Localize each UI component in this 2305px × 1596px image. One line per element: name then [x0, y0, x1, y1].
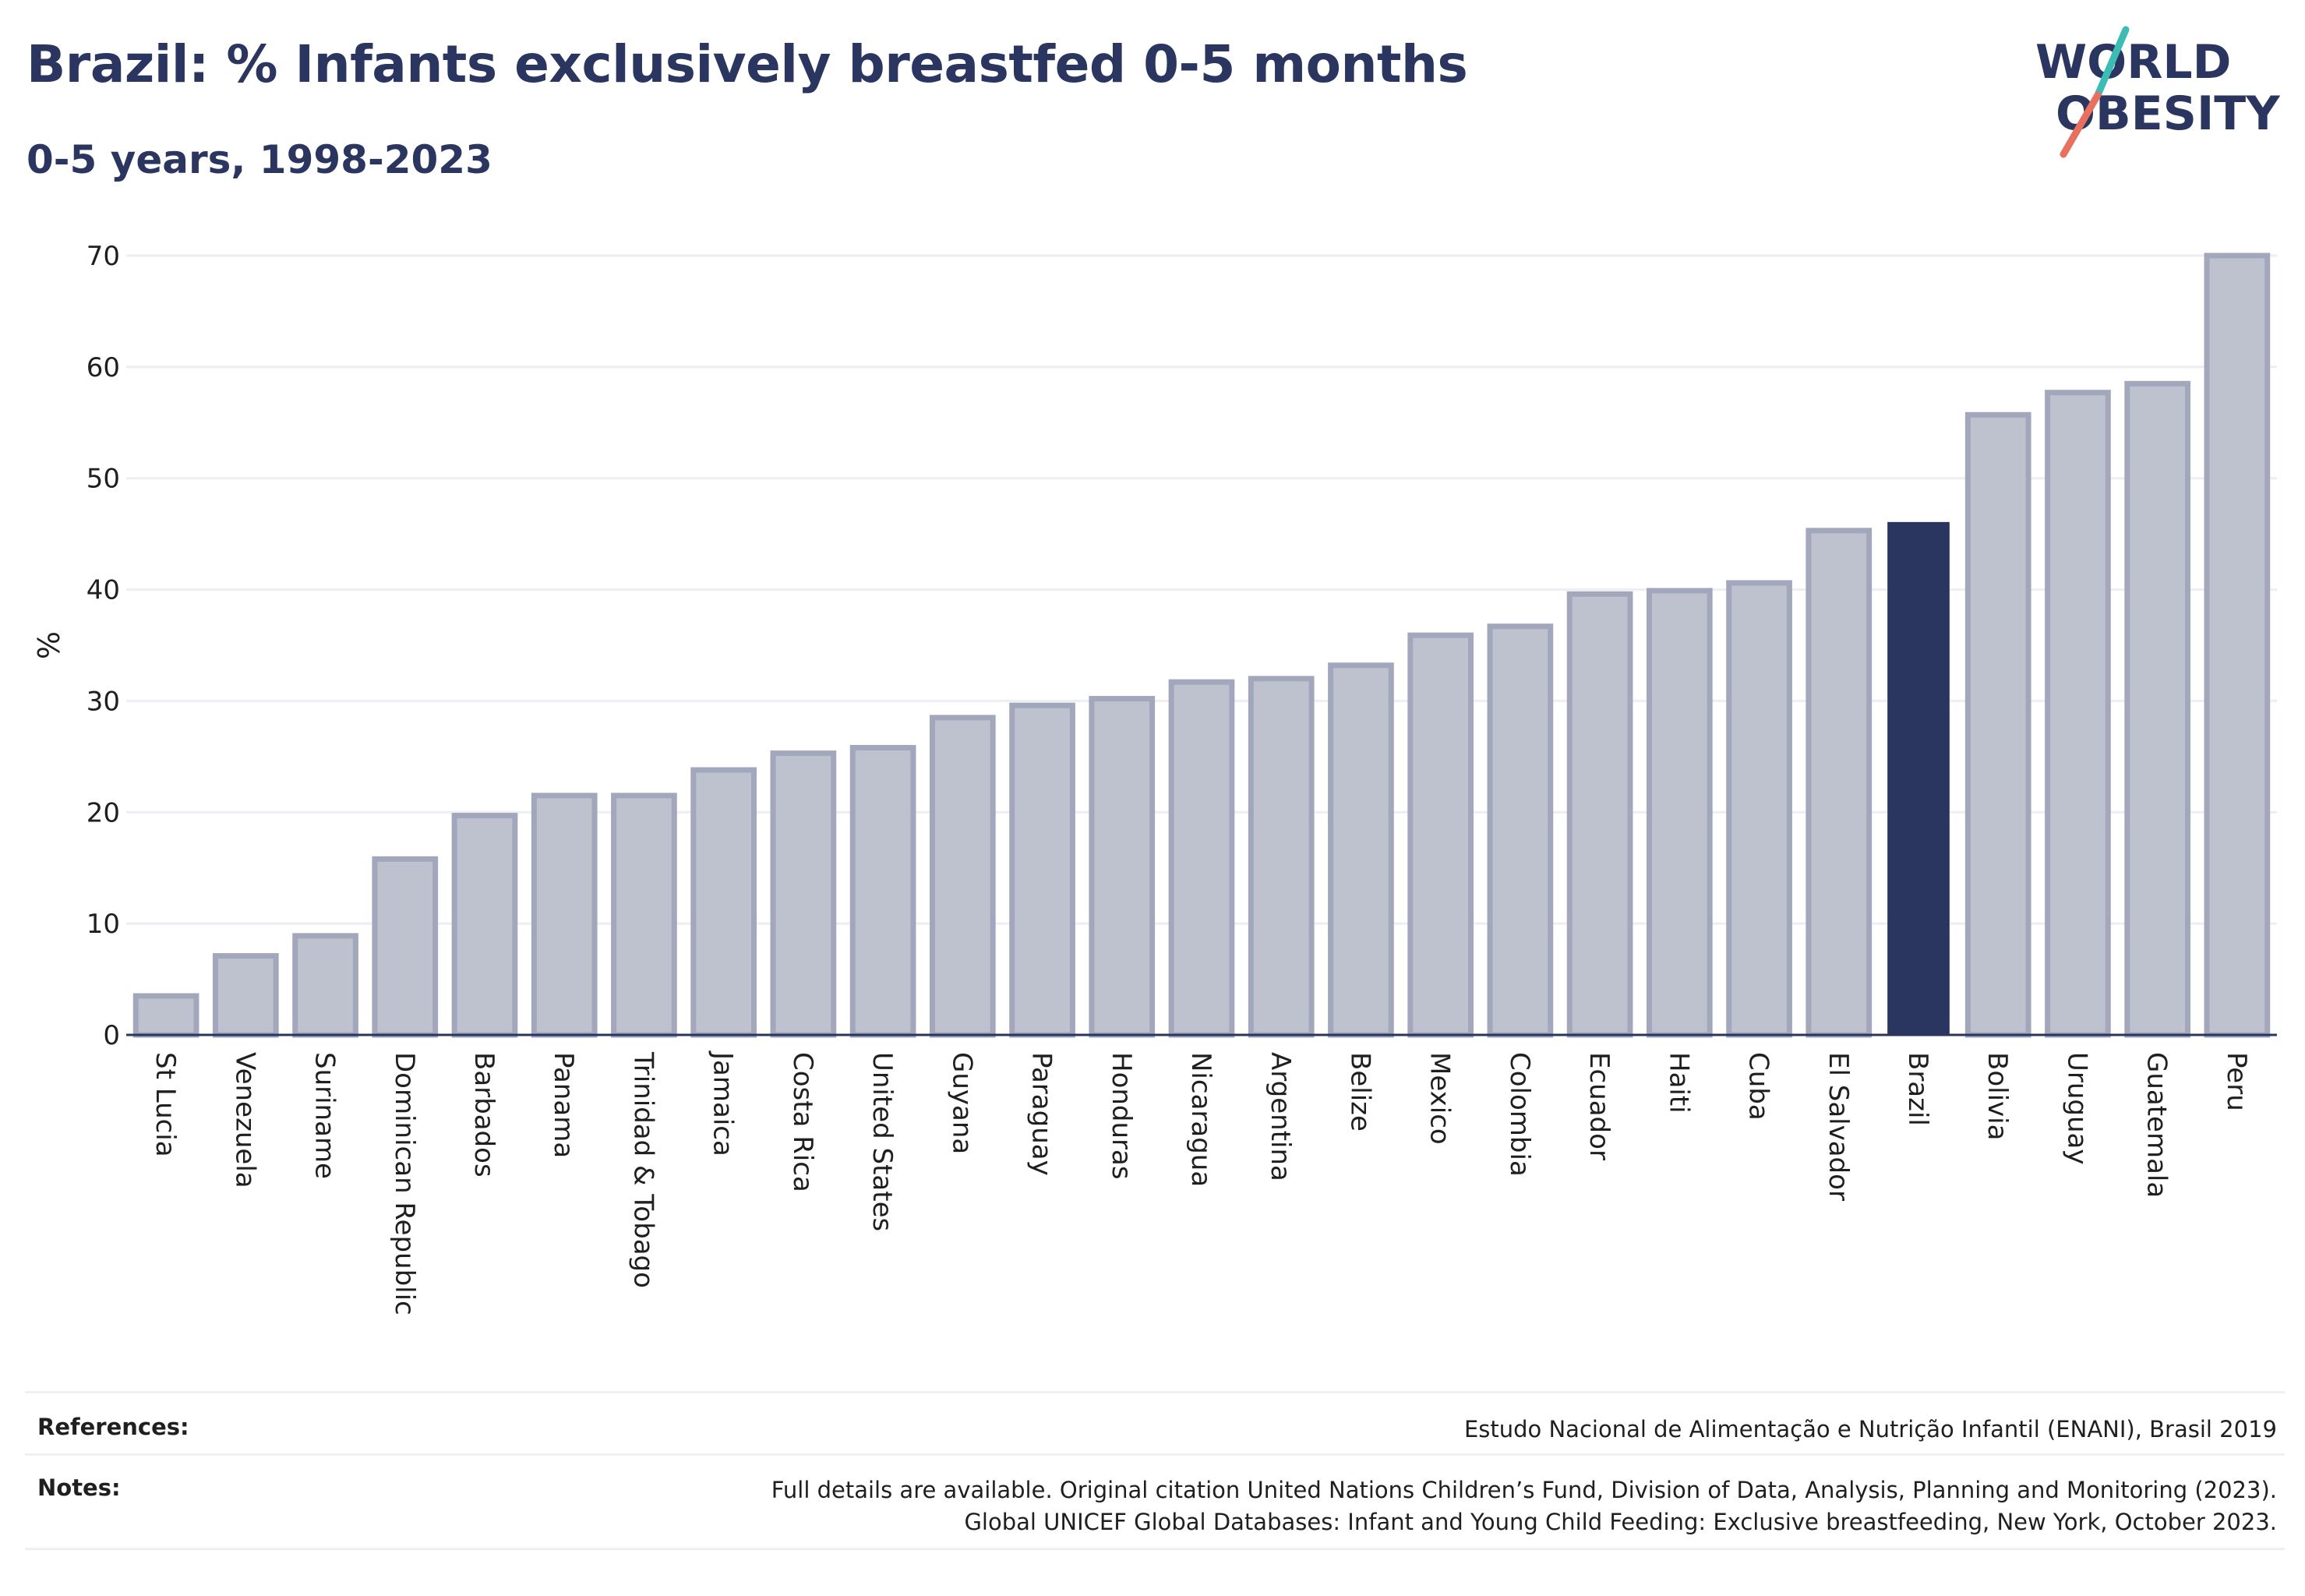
x-tick-label: Panama	[548, 1052, 579, 1158]
bar-barbados[interactable]	[451, 813, 518, 1038]
logo-text-obesity: OBESITY	[2056, 87, 2281, 141]
bar-suriname[interactable]	[292, 933, 358, 1038]
bar-st-lucia[interactable]	[132, 993, 199, 1038]
bar-costa-rica[interactable]	[770, 750, 837, 1038]
bar-ecuador[interactable]	[1566, 591, 1633, 1038]
bar-belize[interactable]	[1328, 662, 1394, 1038]
x-tick-label: Suriname	[309, 1052, 341, 1179]
x-tick-label: Bolivia	[1982, 1052, 2013, 1140]
y-axis-title: %	[30, 631, 65, 659]
references-text: Estudo Nacional de Alimentação e Nutriçã…	[1463, 1416, 2277, 1442]
x-tick-label: El Salvador	[1823, 1052, 1854, 1201]
notes-text: Full details are available. Original cit…	[771, 1474, 2285, 1538]
y-tick-label: 40	[86, 575, 120, 606]
bar-brazil[interactable]	[1887, 521, 1950, 1036]
x-tick-label: Costa Rica	[787, 1052, 818, 1192]
references-row: References: Estudo Nacional de Alimentaç…	[25, 1391, 2285, 1453]
world-obesity-logo: WORLD OBESITY	[2035, 26, 2281, 158]
bar-el-salvador[interactable]	[1806, 528, 1873, 1038]
x-tick-label: Nicaragua	[1185, 1052, 1216, 1187]
bar-guatemala[interactable]	[2124, 380, 2191, 1038]
x-tick-label: Mexico	[1424, 1052, 1456, 1145]
x-tick-label: Argentina	[1265, 1052, 1296, 1181]
y-tick-label: 30	[86, 686, 120, 717]
y-tick-label: 50	[86, 464, 120, 495]
bar-cuba[interactable]	[1726, 580, 1792, 1038]
bar-guyana[interactable]	[929, 715, 996, 1038]
x-tick-label: St Lucia	[150, 1052, 181, 1157]
bar-jamaica[interactable]	[690, 767, 757, 1038]
x-tick-label: Peru	[2221, 1052, 2252, 1111]
x-tick-label: Ecuador	[1583, 1052, 1615, 1160]
x-tick-label: Paraguay	[1026, 1052, 1057, 1176]
references-label: References:	[37, 1414, 189, 1440]
x-tick-label: Dominican Republic	[389, 1052, 420, 1315]
bar-bolivia[interactable]	[1964, 411, 2031, 1038]
x-tick-label: Jamaica	[708, 1050, 739, 1156]
bar-panama[interactable]	[531, 793, 598, 1038]
y-tick-label: 20	[86, 797, 120, 828]
bars	[132, 252, 2271, 1038]
bar-colombia[interactable]	[1487, 623, 1554, 1038]
x-tick-label: Belize	[1344, 1052, 1375, 1132]
x-tick-label: Barbados	[468, 1052, 499, 1178]
bar-peru[interactable]	[2204, 252, 2271, 1038]
chart-title: Brazil: % Infants exclusively breastfed …	[26, 34, 1468, 94]
x-tick-label: Venezuela	[229, 1052, 260, 1188]
x-tick-label: Cuba	[1743, 1052, 1774, 1121]
x-tick-label: United States	[867, 1052, 898, 1231]
bar-uruguay[interactable]	[2045, 390, 2111, 1038]
logo-text-world: WORLD	[2035, 35, 2231, 90]
x-tick-label: Trinidad & Tobago	[627, 1051, 658, 1288]
x-tick-label: Guatemala	[2141, 1052, 2173, 1198]
bar-argentina[interactable]	[1248, 676, 1315, 1038]
chart-footer: References: Estudo Nacional de Alimentaç…	[25, 1391, 2285, 1550]
x-tick-label: Honduras	[1106, 1052, 1137, 1180]
axis-labels: 0 10 20 30 40 50 60 70 St Lucia Venezuela Suriname…	[86, 241, 2252, 1315]
bar-united-states[interactable]	[849, 744, 916, 1038]
notes-line-2: Global UNICEF Global Databases: Infant a…	[964, 1509, 2277, 1535]
y-tick-label: 70	[86, 241, 120, 272]
chart-subtitle: 0-5 years, 1998-2023	[26, 137, 492, 182]
x-tick-label: Brazil	[1902, 1052, 1933, 1126]
logo-slash-coral	[2060, 91, 2102, 158]
y-tick-label: 60	[86, 352, 120, 383]
bar-nicaragua[interactable]	[1168, 679, 1235, 1038]
y-tick-label: 0	[103, 1020, 120, 1051]
bar-chart: 0 10 20 30 40 50 60 70 St Lucia Venezuela Suriname…	[30, 241, 2277, 1315]
bar-honduras[interactable]	[1089, 696, 1156, 1038]
notes-row: Notes: Full details are available. Origi…	[25, 1453, 2285, 1550]
x-tick-label: Colombia	[1504, 1052, 1535, 1177]
bar-venezuela[interactable]	[212, 953, 279, 1038]
x-tick-label: Guyana	[946, 1052, 977, 1154]
x-tick-label: Uruguay	[2061, 1052, 2092, 1165]
bar-paraguay[interactable]	[1009, 702, 1075, 1038]
bar-dominican-republic[interactable]	[372, 856, 439, 1038]
notes-label: Notes:	[37, 1474, 121, 1501]
logo-slash-teal	[2094, 26, 2130, 99]
bar-trinidad-tobago[interactable]	[611, 793, 677, 1038]
bar-haiti[interactable]	[1646, 588, 1713, 1038]
notes-line-1: Full details are available. Original cit…	[771, 1477, 2277, 1503]
x-tick-label: Haiti	[1663, 1052, 1694, 1114]
bar-mexico[interactable]	[1407, 632, 1474, 1038]
y-tick-label: 10	[86, 909, 120, 940]
